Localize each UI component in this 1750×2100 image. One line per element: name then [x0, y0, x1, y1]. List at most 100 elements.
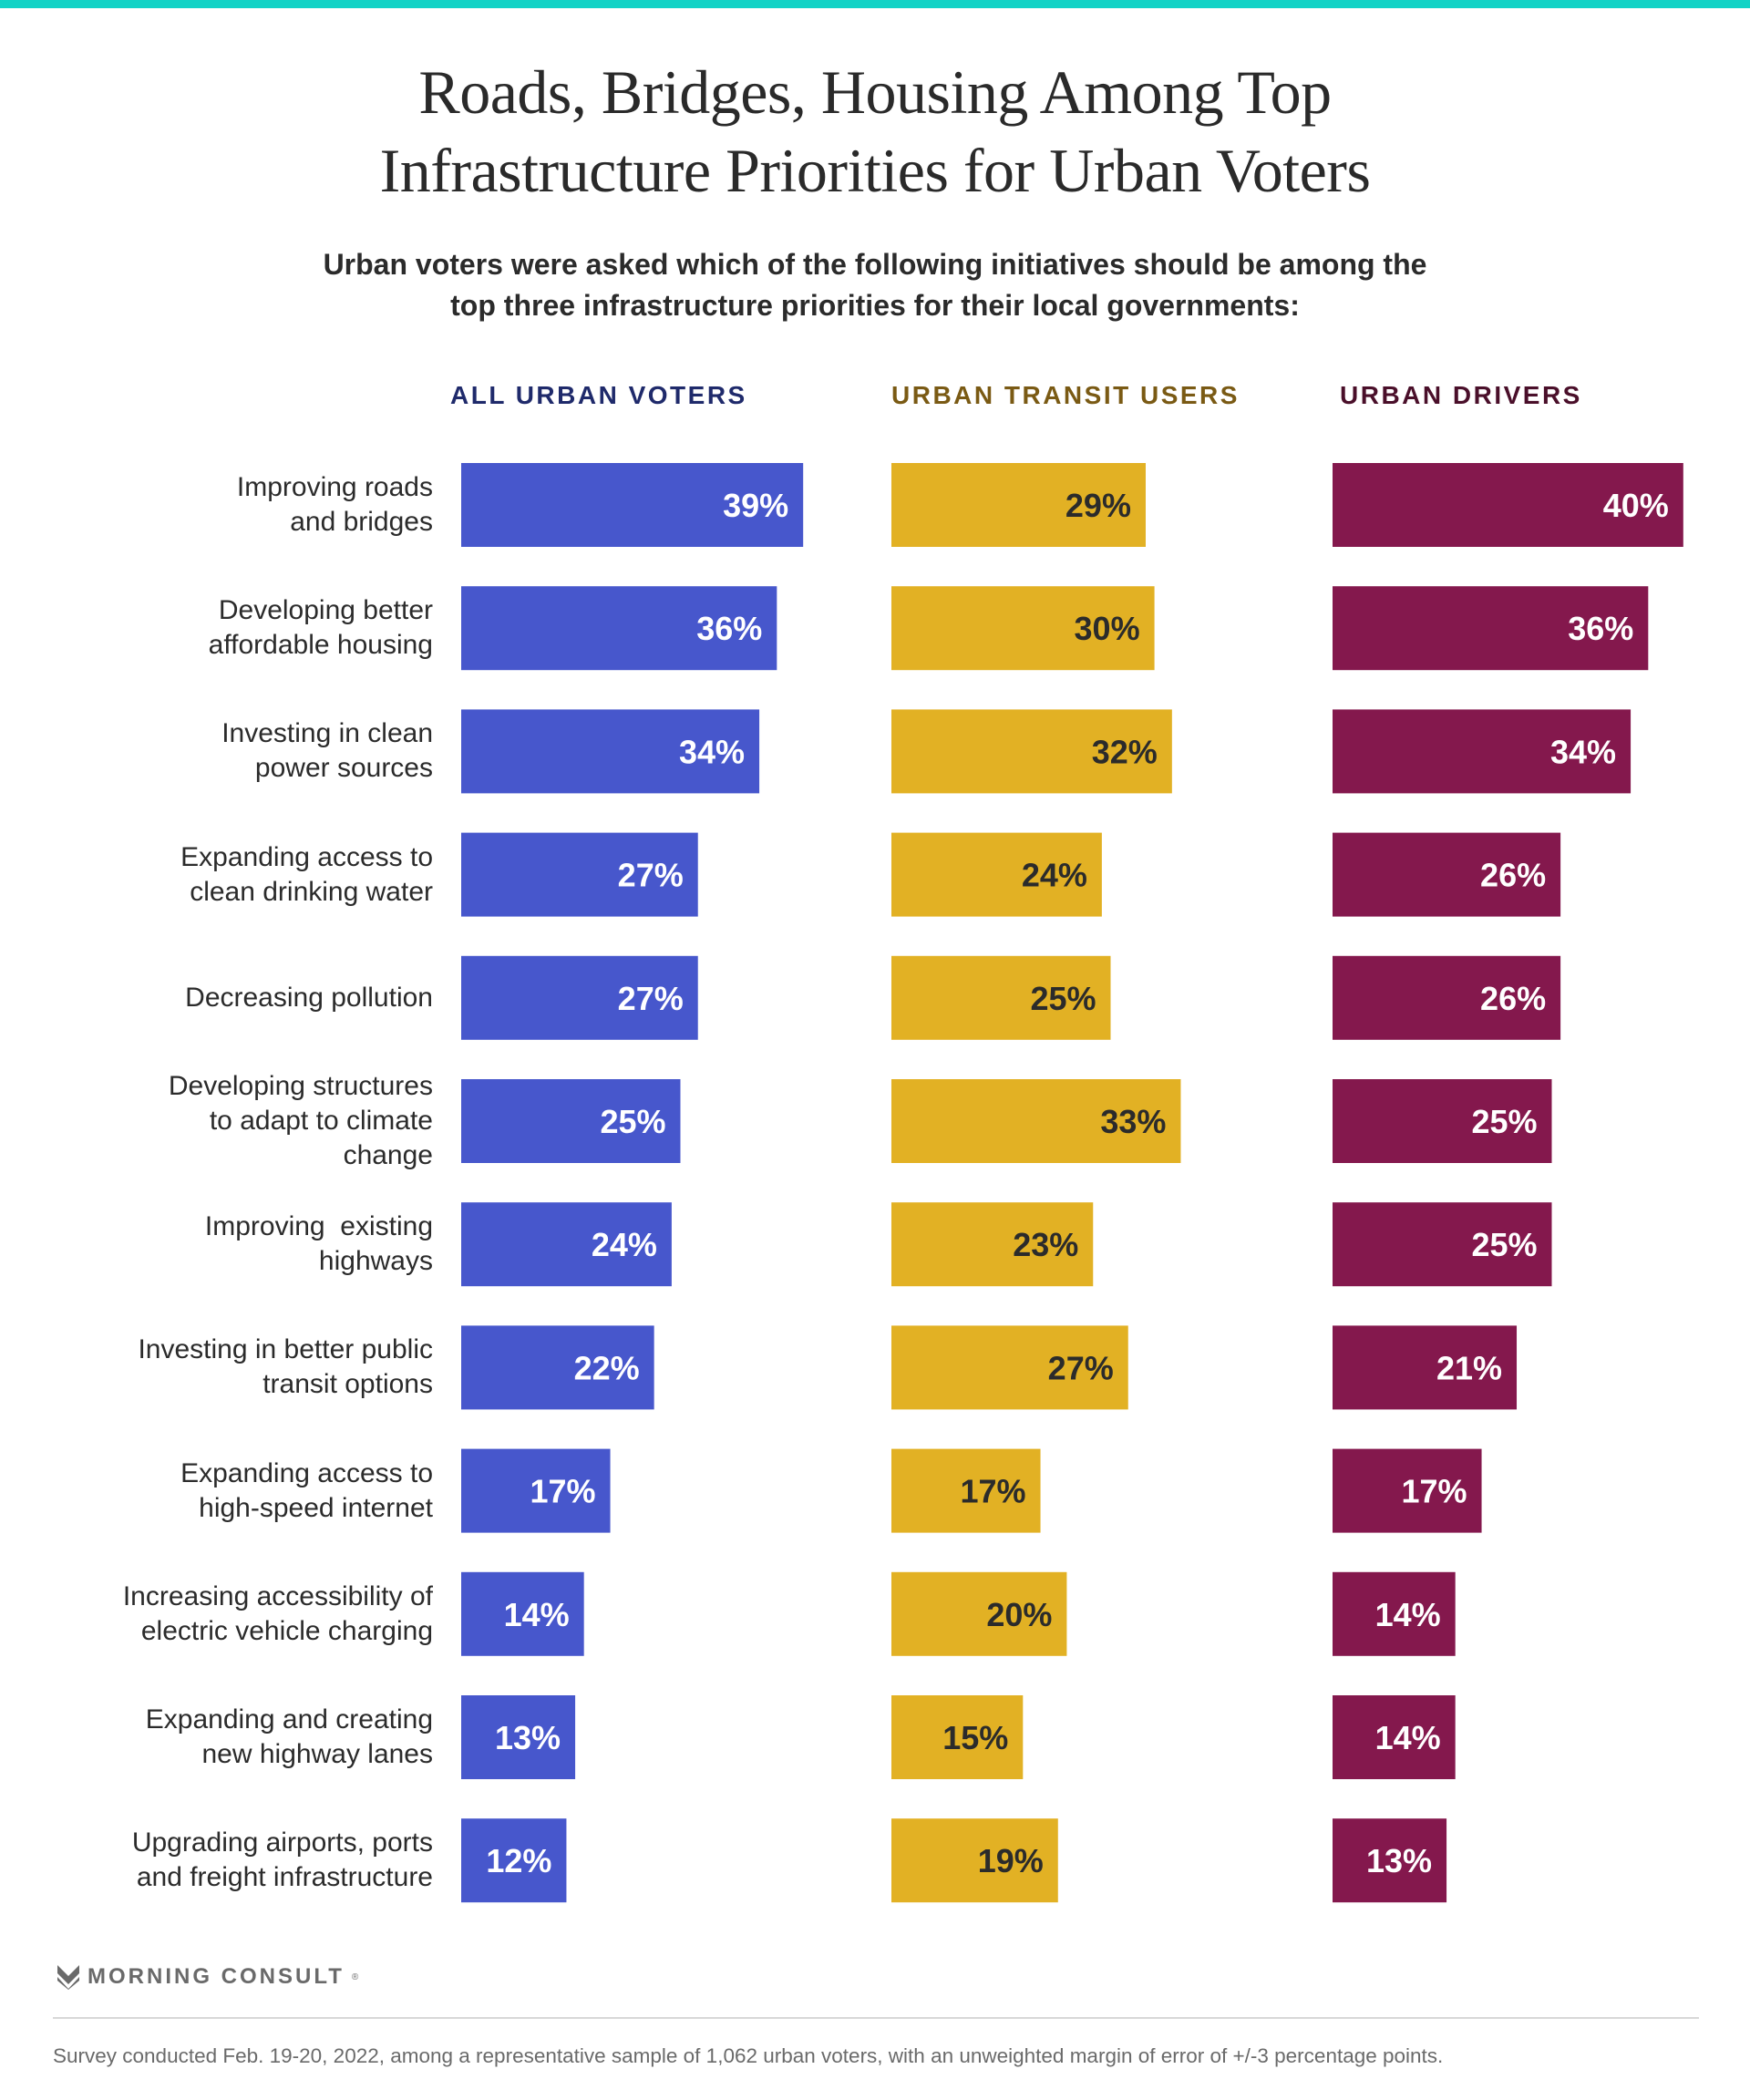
category-label-line: Developing better: [218, 595, 433, 626]
category-label-line: Increasing accessibility of: [122, 1580, 433, 1611]
column-header-urban-drivers: URBAN DRIVERS: [1340, 381, 1582, 409]
data-label: 17%: [960, 1473, 1025, 1510]
data-label: 34%: [679, 733, 745, 770]
category-label-line: Expanding access to: [180, 841, 433, 872]
title-line-1: Roads, Bridges, Housing Among Top: [418, 57, 1332, 127]
bar: [461, 1079, 681, 1163]
category-label-line: new highway lanes: [201, 1739, 434, 1769]
data-label: 24%: [592, 1226, 657, 1263]
bar: [891, 832, 1102, 917]
data-label: 27%: [618, 980, 684, 1017]
category-label-line: Investing in clean: [221, 718, 433, 749]
data-label: 40%: [1603, 487, 1669, 524]
data-label: 36%: [696, 610, 762, 647]
category-label-line: Developing structures: [168, 1071, 433, 1101]
category-label: Upgrading airports, ports and freight inf…: [32, 1826, 433, 1895]
category-label: Expanding access to clean drinking water: [32, 840, 433, 910]
chart-title: Roads, Bridges, Housing Among Top Infras…: [0, 53, 1750, 210]
category-label-line: Expanding and creating: [145, 1704, 433, 1735]
registered-mark: ®: [351, 1971, 362, 1982]
data-label: 14%: [1375, 1596, 1441, 1633]
data-label: 13%: [495, 1719, 561, 1756]
data-label: 34%: [1550, 733, 1616, 770]
bar: [891, 463, 1146, 547]
data-label: 25%: [1471, 1103, 1537, 1140]
footer-divider: [53, 2017, 1699, 2019]
category-label-line: Decreasing pollution: [185, 982, 433, 1013]
chart-subtitle: Urban voters were asked which of the fol…: [0, 244, 1750, 326]
data-label: 22%: [574, 1349, 640, 1386]
bar: [1333, 832, 1561, 917]
category-label-line: transit options: [262, 1369, 433, 1400]
bar: [461, 1325, 654, 1410]
category-label-line: Expanding access to: [180, 1457, 433, 1488]
bar: [461, 1818, 567, 1903]
category-label: Developing better affordable housing: [32, 593, 433, 663]
category-label: Improving roads and bridges: [32, 470, 433, 540]
morning-consult-m-icon: [57, 1965, 79, 1990]
bar: [891, 1448, 1041, 1533]
category-label-line: Improving roads: [236, 472, 433, 502]
bar: [461, 463, 804, 547]
category-label-line: clean drinking water: [190, 876, 433, 907]
category-label-line: to adapt to climate: [209, 1106, 433, 1136]
category-label: Investing in clean power sources: [32, 716, 433, 786]
survey-footnote: Survey conducted Feb. 19-20, 2022, among…: [53, 2044, 1444, 2067]
category-label: Decreasing pollution: [32, 981, 433, 1015]
category-label: Investing in better public transit option…: [32, 1333, 433, 1402]
bar: [1333, 1448, 1482, 1533]
column-header-urban-transit-users: URBAN TRANSIT USERS: [891, 381, 1240, 409]
category-label-line: Upgrading airports, ports: [131, 1827, 433, 1858]
bar: [461, 1571, 584, 1656]
category-label: Expanding and creating new highway lanes: [32, 1703, 433, 1772]
category-label-line: Investing in better public: [138, 1334, 433, 1365]
subtitle-line-2: top three infrastructure priorities for …: [450, 289, 1300, 322]
morning-consult-logo: MORNING CONSULT ®: [57, 1964, 361, 1990]
bar: [1333, 1079, 1552, 1163]
column-header-all-urban-voters: ALL URBAN VOTERS: [450, 381, 747, 409]
data-label: 23%: [1013, 1226, 1078, 1263]
top-accent-bar: [0, 0, 1750, 8]
data-label: 27%: [1048, 1349, 1114, 1386]
bar: [891, 1818, 1058, 1903]
data-label: 27%: [618, 857, 684, 894]
data-label: 24%: [1022, 857, 1087, 894]
data-label: 32%: [1092, 733, 1158, 770]
bar: [891, 1325, 1128, 1410]
bar: [1333, 1325, 1518, 1410]
bar: [1333, 463, 1683, 547]
bar: [1333, 1571, 1456, 1656]
bar: [461, 832, 698, 917]
data-label: 29%: [1065, 487, 1131, 524]
bar: [461, 1202, 672, 1287]
bar: [1333, 709, 1632, 794]
data-label: 33%: [1100, 1103, 1166, 1140]
category-label-line: highways: [318, 1246, 433, 1277]
data-label: 25%: [1471, 1226, 1537, 1263]
category-label: Expanding access to high-speed internet: [32, 1457, 433, 1526]
data-label: 20%: [986, 1596, 1052, 1633]
data-label: 21%: [1436, 1349, 1502, 1386]
bar: [461, 709, 760, 794]
category-label-line: and bridges: [290, 507, 433, 537]
data-label: 25%: [600, 1103, 665, 1140]
category-label: Increasing accessibility of electric vehi…: [32, 1580, 433, 1649]
data-label: 17%: [1401, 1473, 1467, 1510]
bar: [891, 955, 1111, 1040]
category-label-line: affordable housing: [208, 630, 433, 661]
data-label: 19%: [978, 1842, 1044, 1879]
data-label: 14%: [504, 1596, 570, 1633]
bar: [1333, 586, 1649, 671]
bar: [461, 586, 777, 671]
data-label: 12%: [486, 1842, 551, 1879]
bar: [891, 1079, 1181, 1163]
logo-text: MORNING CONSULT: [88, 1964, 345, 1989]
data-label: 15%: [942, 1719, 1008, 1756]
bar: [461, 955, 698, 1040]
bar: [891, 1695, 1024, 1779]
data-label: 26%: [1480, 857, 1546, 894]
data-label: 36%: [1568, 610, 1633, 647]
title-line-2: Infrastructure Priorities for Urban Vote…: [379, 136, 1371, 205]
bar: [891, 586, 1155, 671]
